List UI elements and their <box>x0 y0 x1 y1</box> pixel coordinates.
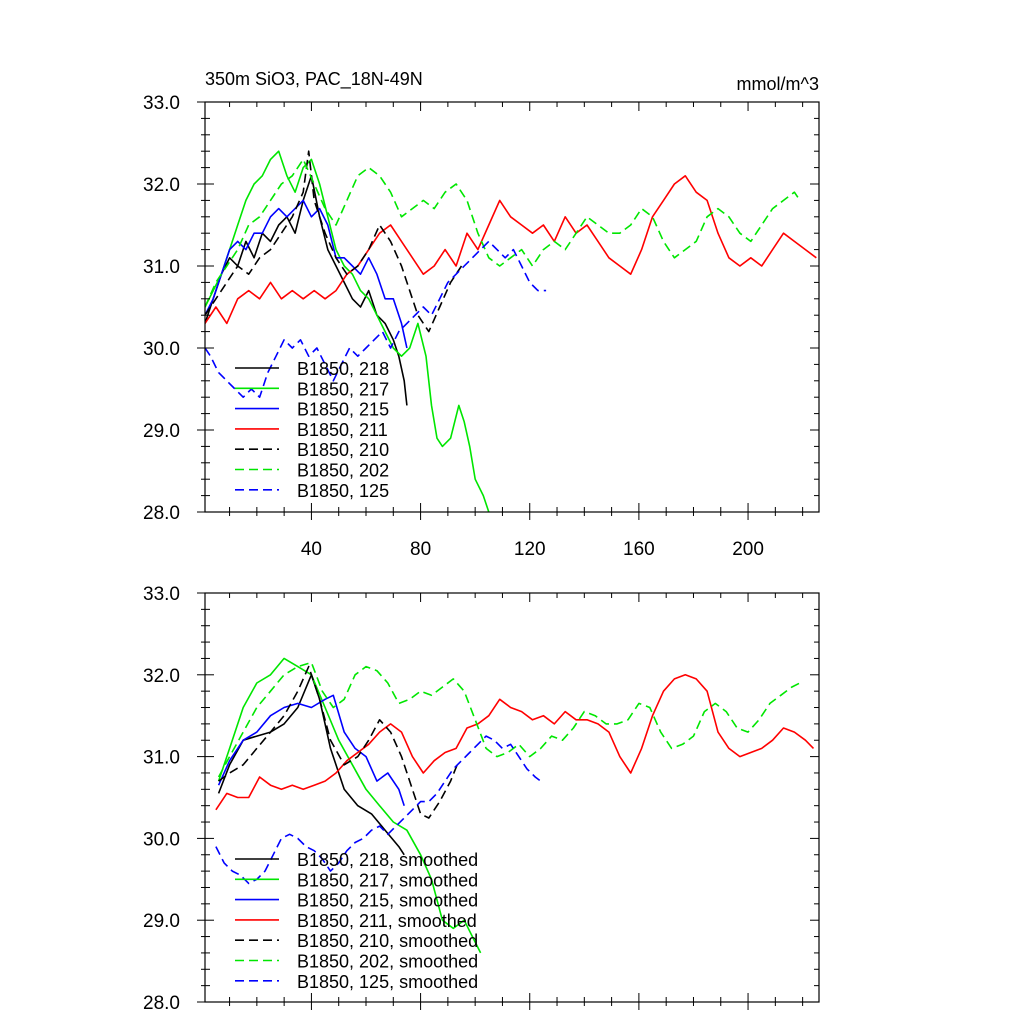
plot-area <box>205 150 817 512</box>
series-line-6 <box>205 240 547 399</box>
y-tick-label: 30.0 <box>143 339 180 360</box>
series-line-6 <box>215 735 542 885</box>
y-tick-label: 32.0 <box>143 175 180 196</box>
series-line-3 <box>205 175 817 325</box>
plot-area <box>215 657 815 954</box>
y-tick-label: 29.0 <box>143 911 180 932</box>
legend-label: B1850, 202, smoothed <box>297 952 478 972</box>
y-tick-label: 31.0 <box>143 257 180 278</box>
series-line-5 <box>217 661 801 778</box>
top-panel: 28.0 29.0 30.0 31.0 32.0 33.0 40 80 120 160 200 350… <box>143 69 820 560</box>
x-tick-label: 200 <box>732 539 764 560</box>
series-line-1 <box>205 150 490 512</box>
bottom-panel: 28.0 29.0 30.0 31.0 32.0 33.0 B1850, 218, smoo… <box>143 584 820 1014</box>
series-line-4 <box>218 665 460 819</box>
chart-title: 350m SiO3, PAC_18N-49N <box>205 69 423 90</box>
legend-label: B1850, 211, smoothed <box>297 911 477 931</box>
series-line-2 <box>217 694 405 806</box>
legend-label: B1850, 218, smoothed <box>297 850 478 870</box>
y-tick-label: 32.0 <box>143 666 180 687</box>
x-tick-label: 160 <box>623 539 655 560</box>
series-line-4 <box>205 150 463 333</box>
legend-label: B1850, 218 <box>297 359 389 379</box>
y-tick-label: 29.0 <box>143 421 180 442</box>
legend-label: B1850, 210 <box>297 440 389 460</box>
x-tick-label: 40 <box>301 539 322 560</box>
series-line-3 <box>215 673 815 811</box>
x-tick-label: 80 <box>410 539 431 560</box>
units-label: mmol/m^3 <box>737 74 819 94</box>
legend-label: B1850, 210, smoothed <box>297 931 478 951</box>
y-tick-label: 33.0 <box>143 93 180 114</box>
legend-label: B1850, 125 <box>297 481 389 501</box>
legend-label: B1850, 217, smoothed <box>297 870 478 890</box>
plot-frame <box>204 592 820 1003</box>
y-tick-label: 31.0 <box>143 748 180 769</box>
y-tick-label: 33.0 <box>143 584 180 605</box>
legend-label: B1850, 215 <box>297 400 389 420</box>
legend-label: B1850, 215, smoothed <box>297 891 478 911</box>
y-tick-label: 30.0 <box>143 829 180 850</box>
series-line-1 <box>217 657 482 954</box>
y-tick-label: 28.0 <box>143 503 180 524</box>
legend-label: B1850, 211 <box>297 420 388 440</box>
x-tick-label: 120 <box>514 539 546 560</box>
plot-frame <box>204 101 820 513</box>
legend-label: B1850, 217 <box>297 379 389 399</box>
legend-label: B1850, 125, smoothed <box>297 972 478 992</box>
series-line-2 <box>205 199 408 349</box>
y-tick-label: 28.0 <box>143 993 180 1014</box>
legend-label: B1850, 202 <box>297 461 389 481</box>
series-line-5 <box>205 158 801 308</box>
